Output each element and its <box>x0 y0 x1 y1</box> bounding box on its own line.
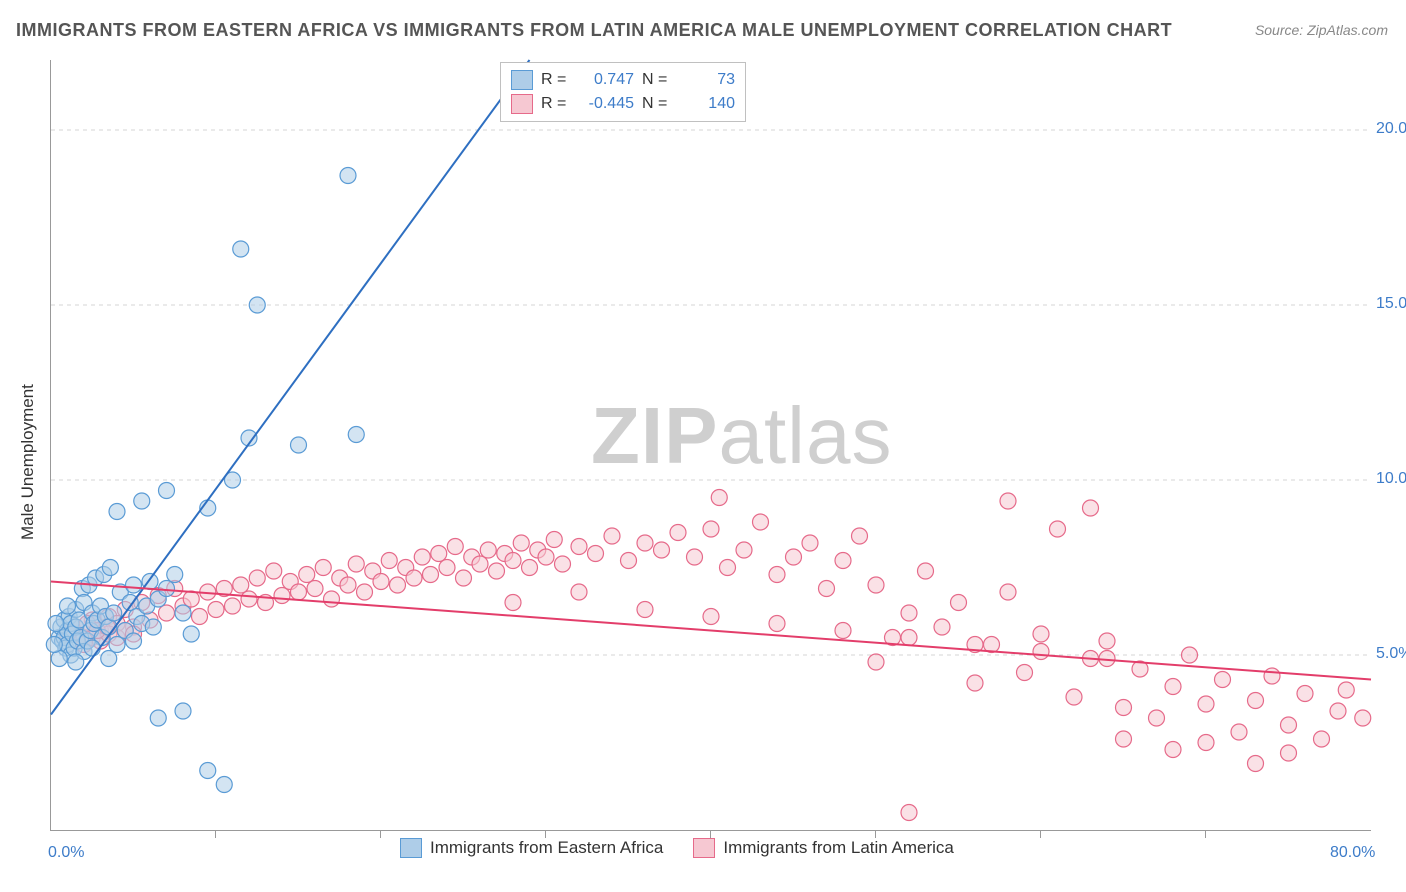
y-tick-label: 5.0% <box>1376 645 1406 663</box>
legend-row-series-a: R = 0.747 N = 73 <box>511 68 735 92</box>
y-axis-label: Male Unemployment <box>18 384 38 540</box>
x-tick-label: 0.0% <box>48 844 84 862</box>
x-tick-mark <box>380 830 381 838</box>
swatch-series-b <box>511 94 533 114</box>
x-tick-label: 80.0% <box>1330 844 1375 862</box>
swatch-series-b <box>693 838 715 858</box>
n-value-b: 140 <box>680 95 735 113</box>
swatch-series-a <box>400 838 422 858</box>
chart-svg <box>51 60 1371 830</box>
legend-label-b: Immigrants from Latin America <box>723 838 954 858</box>
x-tick-mark <box>1040 830 1041 838</box>
swatch-series-a <box>511 70 533 90</box>
legend-item-b: Immigrants from Latin America <box>693 838 954 858</box>
n-label: N = <box>642 71 672 89</box>
plot-area: ZIPatlas <box>50 60 1371 831</box>
r-value-b: -0.445 <box>579 95 634 113</box>
y-tick-label: 15.0% <box>1376 295 1406 313</box>
legend-label-a: Immigrants from Eastern Africa <box>430 838 663 858</box>
r-label: R = <box>541 95 571 113</box>
correlation-legend: R = 0.747 N = 73 R = -0.445 N = 140 <box>500 62 746 122</box>
legend-item-a: Immigrants from Eastern Africa <box>400 838 663 858</box>
series-legend: Immigrants from Eastern Africa Immigrant… <box>400 838 954 858</box>
legend-row-series-b: R = -0.445 N = 140 <box>511 92 735 116</box>
y-tick-label: 20.0% <box>1376 120 1406 138</box>
x-tick-mark <box>215 830 216 838</box>
r-value-a: 0.747 <box>579 71 634 89</box>
chart-title: IMMIGRANTS FROM EASTERN AFRICA VS IMMIGR… <box>16 20 1172 41</box>
n-label: N = <box>642 95 672 113</box>
r-label: R = <box>541 71 571 89</box>
x-tick-mark <box>545 830 546 838</box>
x-tick-mark <box>1205 830 1206 838</box>
x-tick-mark <box>875 830 876 838</box>
source-text: Source: ZipAtlas.com <box>1255 22 1388 38</box>
y-tick-label: 10.0% <box>1376 470 1406 488</box>
n-value-a: 73 <box>680 71 735 89</box>
x-tick-mark <box>710 830 711 838</box>
